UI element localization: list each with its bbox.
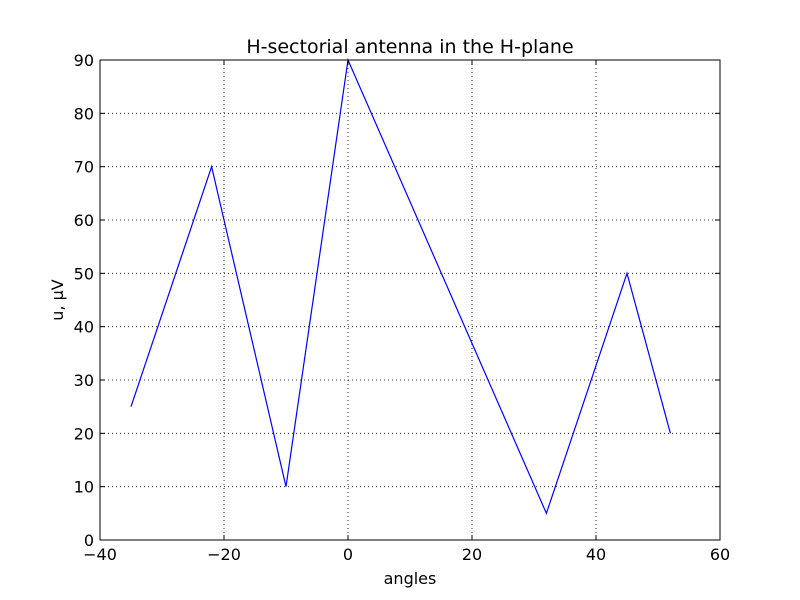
y-axis-label: u, µV: [48, 279, 67, 320]
y-tick-label: 90: [74, 51, 94, 70]
tick-labels: −40 −20 0 20 40 60 0 10 20 30 40 50 60 70 80 90: [74, 51, 731, 564]
y-tick-label: 80: [74, 104, 94, 123]
axis-ticks: [99, 59, 721, 541]
x-tick-label: 20: [462, 545, 482, 564]
y-tick-label: 0: [84, 531, 94, 550]
x-tick-label: −20: [207, 545, 241, 564]
y-tick-label: 20: [74, 424, 94, 443]
y-tick-label: 40: [74, 318, 94, 337]
x-axis-label: angles: [384, 569, 437, 588]
x-tick-label: 40: [586, 545, 606, 564]
chart-title: H-sectorial antenna in the H-plane: [246, 36, 573, 58]
y-tick-label: 50: [74, 264, 94, 283]
x-tick-label: 0: [343, 545, 353, 564]
y-tick-label: 10: [74, 478, 94, 497]
x-tick-label: 60: [710, 545, 730, 564]
y-tick-label: 70: [74, 158, 94, 177]
x-tick-label: −40: [83, 545, 117, 564]
plot-frame: [99, 59, 721, 541]
y-tick-label: 60: [74, 211, 94, 230]
grid-lines: [100, 60, 720, 540]
y-tick-label: 30: [74, 371, 94, 390]
